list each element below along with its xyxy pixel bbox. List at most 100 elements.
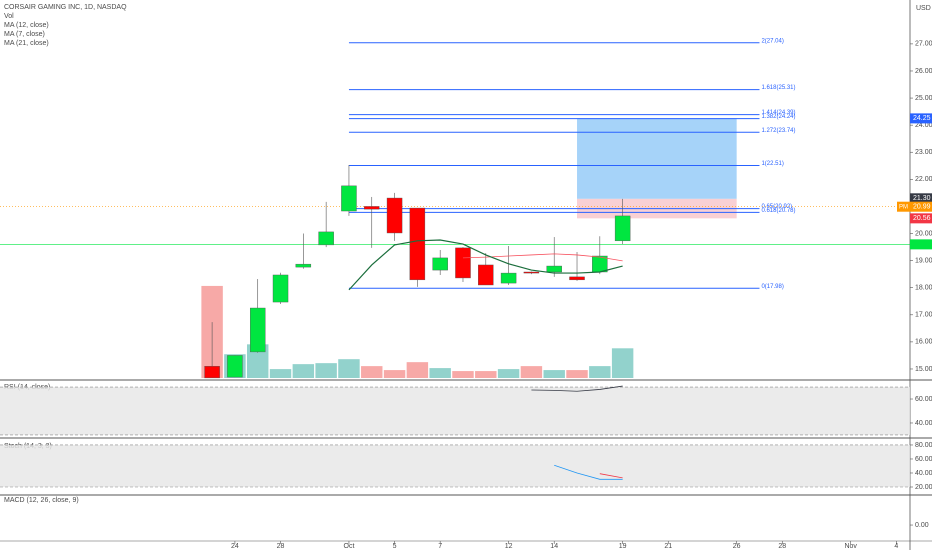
x-tick-label: Oct (344, 543, 355, 550)
fib-label: 1.382(24.24) (761, 114, 795, 120)
x-tick-label: 24 (231, 543, 239, 550)
price-tag (910, 113, 932, 124)
y-tick-label: 26.00 (915, 68, 932, 75)
y-tick-label: 19.00 (915, 257, 932, 264)
volume-bar (269, 369, 292, 378)
volume-bar (611, 348, 634, 378)
stoch-line (599, 473, 623, 479)
x-tick-label: 5 (393, 543, 397, 550)
candle-body (500, 272, 517, 284)
stoch-line (554, 464, 623, 480)
candle-body (614, 215, 631, 242)
price-tag-label: 20.56 (913, 215, 931, 222)
y-tick-label: 25.00 (915, 95, 932, 102)
volume-bar (497, 369, 520, 378)
fib-label: 2(27.04) (761, 38, 783, 44)
volume-bar (338, 359, 360, 378)
volume-bar (543, 370, 565, 378)
candle-body (432, 257, 448, 271)
volume-bar (566, 370, 588, 378)
candle-body (546, 265, 562, 273)
y-tick-label: 40.00 (915, 420, 932, 427)
price-tag-label: 21.30 (913, 195, 931, 202)
candle-body (295, 263, 312, 268)
candle-body (204, 366, 220, 379)
candle-body (341, 185, 357, 212)
legend-entry: MA (12, close) (4, 22, 49, 29)
last-price-tag (910, 239, 932, 250)
price-tag (910, 213, 932, 224)
fib-label: 0(17.98) (761, 284, 783, 290)
fib-label: 1.618(25.31) (761, 85, 795, 91)
candle-body (249, 307, 266, 353)
candle-body (523, 271, 540, 274)
candle-body (592, 255, 608, 273)
y-tick-label: 18.00 (915, 285, 932, 292)
volume-bar (520, 366, 543, 378)
volume-bar (247, 344, 269, 378)
volume-bar (292, 364, 315, 378)
x-tick-label: 26 (733, 543, 741, 550)
x-tick-label: 7 (438, 543, 442, 550)
price-tag-label: 20.99 (913, 204, 931, 211)
y-tick-label: 20.00 (915, 484, 932, 491)
y-tick-label: 15.00 (915, 366, 932, 373)
y-tick-label: 16.00 (915, 339, 932, 346)
volume-bar (361, 366, 383, 378)
session-label: PM (899, 204, 908, 210)
volume-legend: Vol (4, 13, 14, 20)
x-tick-label: 14 (550, 543, 558, 550)
candle-body (227, 355, 243, 378)
fib-label: 1(22.51) (761, 161, 783, 167)
legend-entry: MA (7, close) (4, 31, 45, 38)
volume-bar (383, 370, 406, 378)
volume-bar (452, 371, 474, 378)
volume-bar (315, 363, 337, 378)
y-tick-label: 60.00 (915, 456, 932, 463)
chart-title: CORSAIR GAMING INC, 1D, NASDAQ (4, 4, 127, 11)
position-target (577, 118, 737, 199)
candle-body (478, 264, 494, 286)
currency: USD (916, 5, 931, 12)
fib-label: 1.414(24.39) (761, 110, 795, 116)
stoch-band (0, 444, 910, 487)
fib-label: 0.65(20.92) (761, 204, 792, 210)
x-tick-label: 28 (778, 543, 786, 550)
candle-body (386, 197, 403, 234)
x-tick-label: Nov (844, 543, 857, 550)
price-tag (910, 201, 932, 212)
y-tick-label: 27.00 (915, 41, 932, 48)
y-tick-label: 17.00 (915, 312, 932, 319)
volume-bar (589, 366, 611, 378)
fib-label: 0.618(20.78) (761, 208, 795, 214)
candle-body (569, 276, 585, 281)
price-tag (910, 193, 932, 204)
candle-body (409, 207, 426, 281)
y-tick-label: 23.00 (915, 149, 932, 156)
y-tick-label: 80.00 (915, 442, 932, 449)
y-tick-label: 22.00 (915, 176, 932, 183)
x-tick-label: 4 (894, 543, 898, 550)
candle-body (272, 274, 289, 303)
x-tick-label: 19 (619, 543, 627, 550)
session-tag (897, 201, 910, 212)
volume-bar (406, 362, 429, 378)
candle-body (318, 231, 334, 246)
y-tick-label: 40.00 (915, 470, 932, 477)
price-tag-label: 24.25 (913, 115, 931, 122)
x-tick-label: 21 (664, 543, 672, 550)
rsi-line (531, 385, 623, 392)
ma-line (348, 239, 623, 291)
y-tick-label: 20.00 (915, 230, 932, 237)
x-tick-label: 28 (277, 543, 285, 550)
y-tick-label: 0.00 (915, 522, 929, 529)
legend-entry: MA (21, close) (4, 40, 49, 47)
y-tick-label: 60.00 (915, 396, 932, 403)
y-tick-label: 24.00 (915, 122, 932, 129)
candle-body (364, 206, 380, 210)
volume-bar (475, 371, 497, 378)
macd-title: MACD (12, 26, close, 9) (4, 497, 79, 504)
fib-label: 1.272(23.74) (761, 128, 795, 134)
volume-bar (429, 368, 451, 378)
